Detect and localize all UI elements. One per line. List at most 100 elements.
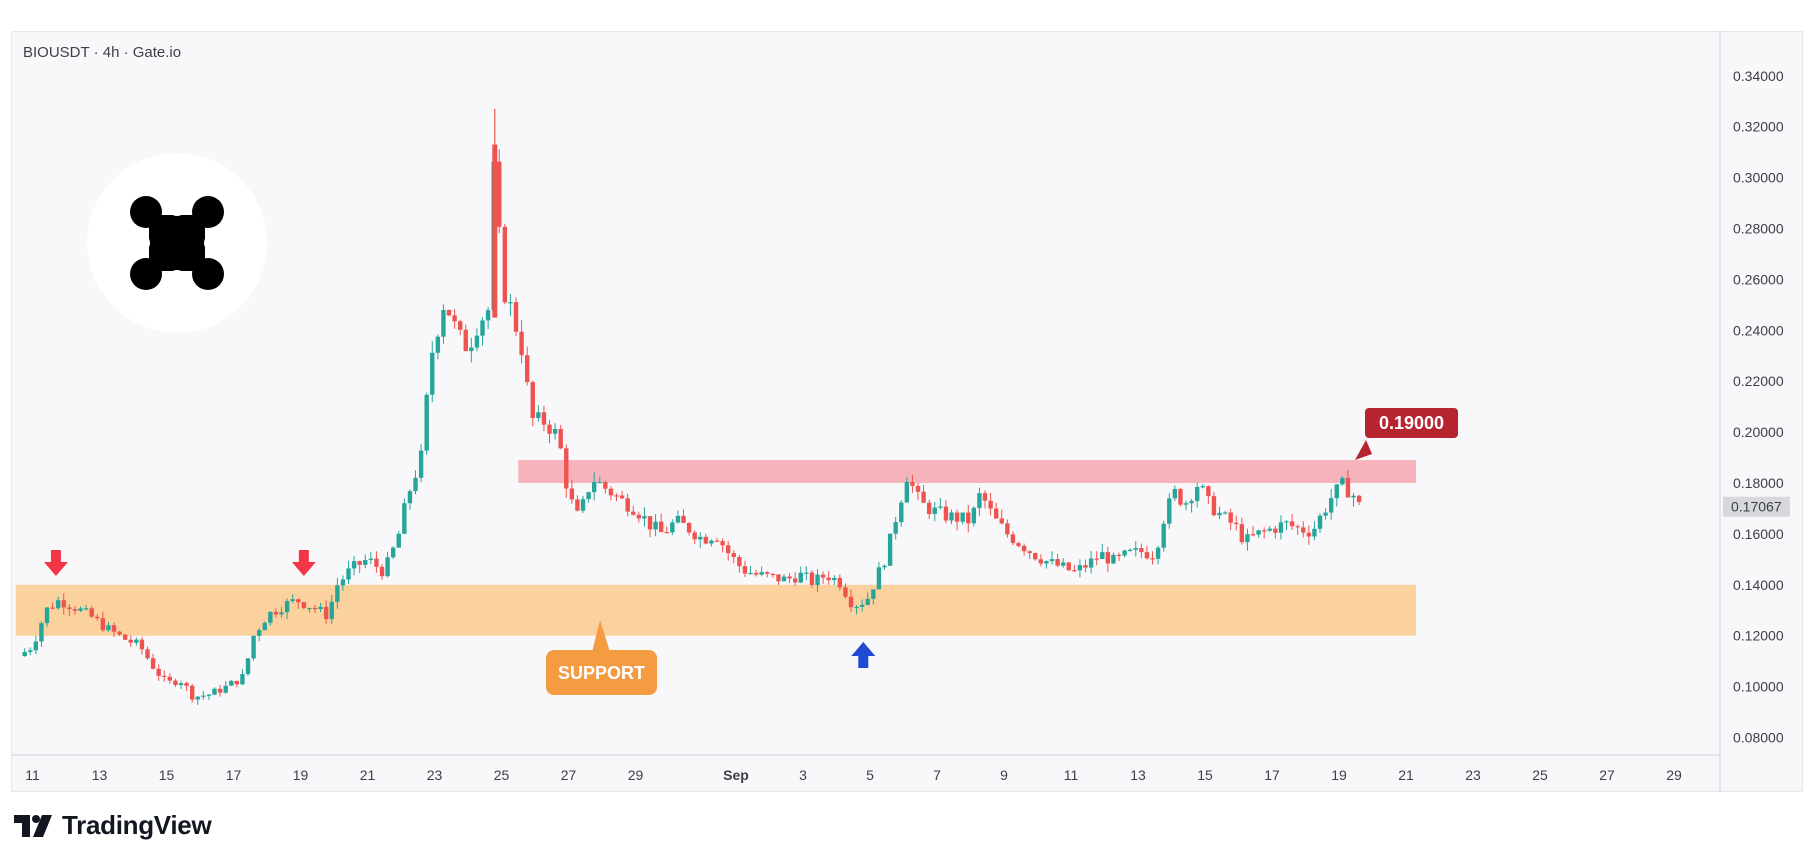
tradingview-brand[interactable]: TradingView: [14, 810, 212, 841]
candle-up: [134, 639, 139, 643]
candle-up: [1351, 495, 1356, 498]
time-tick-label: 25: [1532, 767, 1548, 783]
candle-down: [1295, 526, 1300, 528]
candle-down: [89, 608, 94, 617]
price-tick-label: 0.34000: [1733, 68, 1784, 84]
candle-down: [111, 625, 117, 632]
candle-down: [837, 577, 843, 588]
candle-up: [290, 599, 295, 602]
candle-down: [1228, 512, 1233, 523]
candle-down: [921, 491, 926, 503]
candle-up: [396, 533, 401, 548]
candle-down: [725, 545, 731, 554]
candle-up: [245, 658, 251, 675]
candle-up: [893, 522, 898, 534]
candle-up: [859, 604, 865, 607]
candle-up: [854, 606, 859, 609]
support-callout-pointer: [592, 620, 610, 652]
candle-up: [39, 623, 44, 642]
candle-up: [804, 572, 809, 574]
candle-up: [1161, 523, 1166, 548]
candle-down: [530, 382, 535, 419]
price-tick-label: 0.12000: [1733, 628, 1784, 644]
candle-down: [848, 596, 854, 608]
time-tick-label: 3: [799, 767, 807, 783]
candle-down: [966, 512, 971, 524]
candle-up: [346, 568, 351, 580]
candle-down: [603, 482, 608, 489]
candle-down: [625, 498, 630, 512]
symbol-title: BIOUSDT · 4h · Gate.io: [23, 44, 182, 61]
candle-up: [474, 335, 480, 348]
time-tick-label: 25: [494, 767, 510, 783]
candle-up: [279, 612, 284, 615]
candle-down: [765, 572, 770, 574]
candle-up: [876, 567, 882, 590]
candle-down: [636, 514, 642, 519]
candle-up: [586, 492, 591, 500]
candle-down: [323, 606, 329, 620]
candle-down: [1345, 477, 1351, 498]
support-callout: [546, 650, 657, 695]
candle-down: [273, 611, 279, 615]
price-tick-label: 0.14000: [1733, 577, 1784, 593]
time-tick-label: 13: [92, 767, 108, 783]
support-label: SUPPORT: [558, 663, 645, 683]
candle-down: [915, 486, 921, 492]
candle-down: [686, 522, 692, 533]
candle-up: [591, 482, 597, 493]
candle-down: [156, 668, 161, 676]
candle-down: [1306, 532, 1312, 537]
candle-up: [938, 506, 943, 508]
candle-down: [792, 578, 798, 583]
candle-up: [33, 641, 39, 651]
time-tick-label: 19: [293, 767, 309, 783]
candle-up: [642, 516, 647, 519]
candle-down: [1301, 527, 1306, 533]
candles-layer: [22, 108, 1362, 705]
candle-up: [418, 450, 424, 478]
time-tick-label: 17: [226, 767, 242, 783]
candle-up: [335, 585, 340, 602]
down-arrow-icon: [291, 550, 316, 576]
candle-up: [1189, 500, 1194, 504]
candle-up: [430, 352, 435, 395]
chart-panel: [11, 31, 1803, 792]
resistance-zone: [518, 460, 1417, 483]
candle-up: [899, 502, 904, 523]
candle-down: [296, 599, 301, 603]
candle-up: [832, 577, 837, 581]
time-tick-label: 11: [25, 767, 40, 783]
candle-up: [424, 394, 429, 451]
candle-down: [524, 355, 530, 383]
candle-up: [407, 491, 413, 504]
candle-down: [100, 618, 106, 631]
candle-up: [351, 561, 357, 569]
candle-up: [580, 499, 586, 511]
candle-down: [993, 508, 999, 519]
up-arrow-icon: [851, 642, 876, 668]
candle-up: [1245, 534, 1250, 543]
candle-down: [519, 331, 524, 356]
candle-up: [106, 625, 111, 631]
time-tick-label: 29: [628, 767, 644, 783]
candle-down: [999, 518, 1004, 524]
candle-down: [1211, 496, 1217, 516]
candle-up: [83, 608, 89, 610]
time-tick-label: 27: [1599, 767, 1615, 783]
candle-down: [569, 488, 575, 500]
candle-down: [681, 515, 686, 523]
candle-up: [670, 522, 675, 533]
price-tick-label: 0.26000: [1733, 271, 1784, 287]
candle-down: [1072, 570, 1077, 572]
current-price-label: 0.17067: [1731, 499, 1782, 515]
candle-down: [446, 309, 452, 316]
candle-up: [798, 572, 803, 583]
candle-down: [72, 609, 78, 611]
candle-down: [234, 680, 240, 685]
time-tick-label: 15: [159, 767, 175, 783]
candle-up: [318, 606, 323, 610]
candle-up: [597, 482, 602, 484]
time-tick-label: 19: [1331, 767, 1347, 783]
